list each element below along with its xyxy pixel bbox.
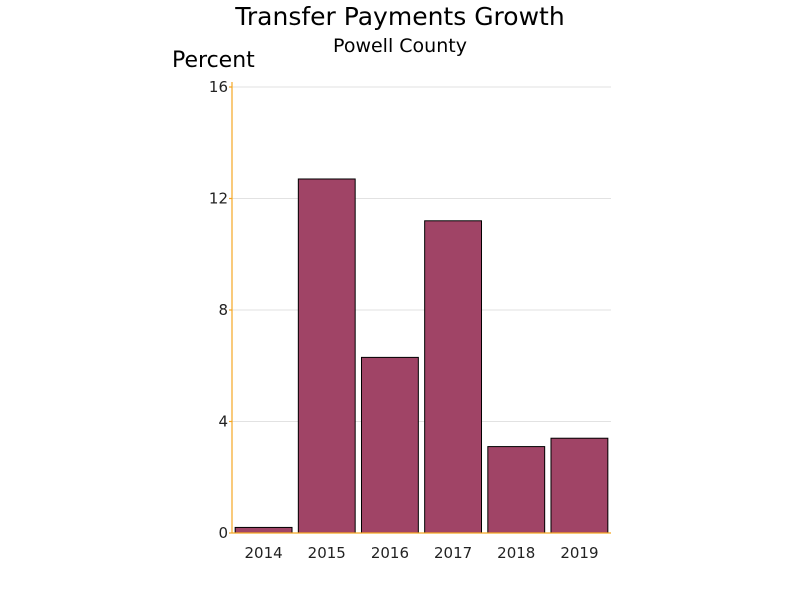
bar-2014 <box>234 526 293 534</box>
bar-2016 <box>360 356 419 534</box>
bar-2017 <box>424 220 483 534</box>
bar-2018 <box>487 446 546 534</box>
gridlines <box>232 86 611 422</box>
x-tick-labels: 2014 2015 2016 2017 2018 2019 <box>244 544 598 562</box>
y-tick-label: 12 <box>209 190 228 208</box>
chart-title: Transfer Payments Growth <box>234 2 564 31</box>
chart-subtitle: Powell County <box>333 35 467 57</box>
y-tick-label: 0 <box>218 524 228 542</box>
x-tick-label: 2016 <box>371 544 409 562</box>
bars <box>234 178 609 534</box>
x-tick-label: 2014 <box>244 544 282 562</box>
y-tick-label: 16 <box>209 78 228 96</box>
x-tick-label: 2015 <box>308 544 346 562</box>
x-tick-label: 2017 <box>434 544 472 562</box>
axes <box>229 82 611 534</box>
y-tick-labels: 0 4 8 12 16 <box>209 78 228 542</box>
bar-2015 <box>297 178 356 534</box>
y-tick-label: 8 <box>218 301 228 319</box>
bar-2019 <box>550 437 609 534</box>
y-axis-label: Percent <box>172 48 255 73</box>
y-tick-label: 4 <box>218 413 228 431</box>
x-tick-label: 2019 <box>560 544 598 562</box>
x-tick-label: 2018 <box>497 544 535 562</box>
